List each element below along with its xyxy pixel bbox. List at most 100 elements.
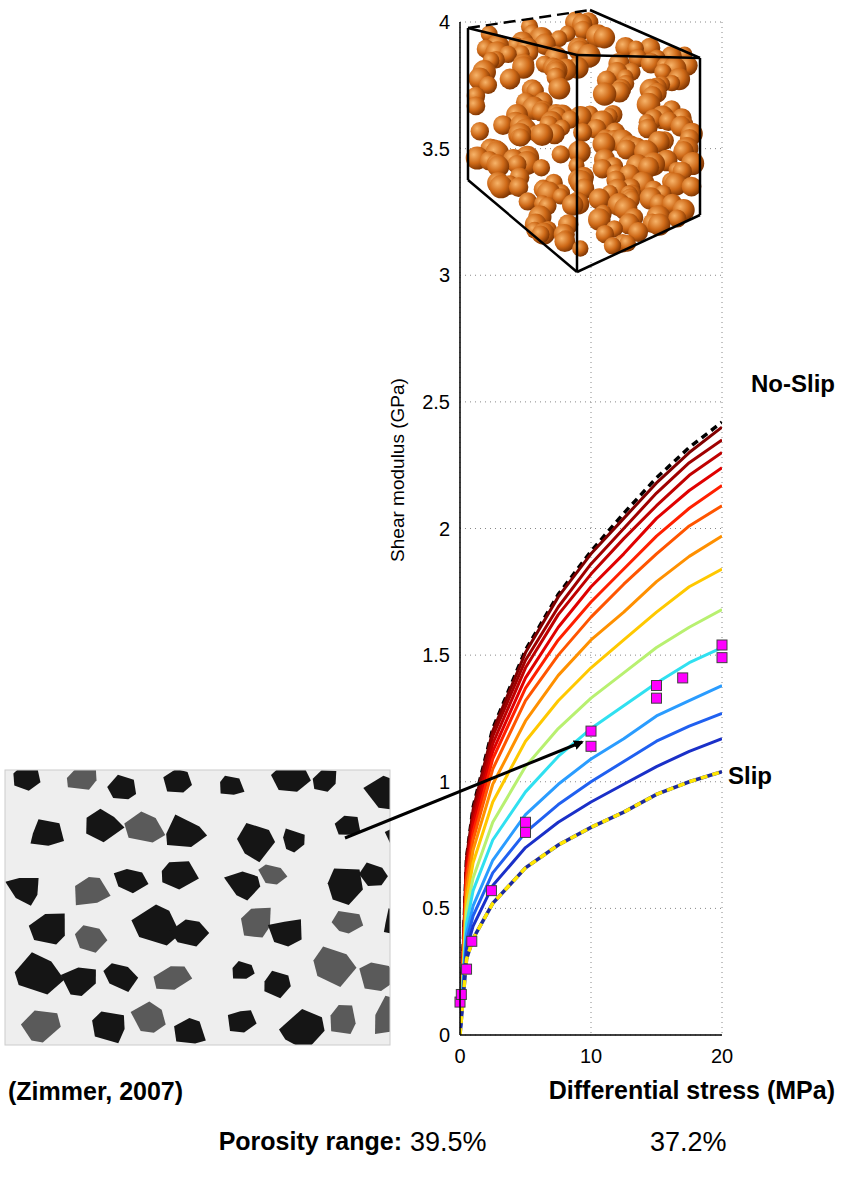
grain [21, 1011, 61, 1043]
grain [124, 811, 165, 842]
grain [67, 770, 97, 790]
cube-edge [467, 28, 470, 180]
grain [166, 815, 207, 848]
sphere [594, 27, 616, 49]
photo-frame [5, 770, 390, 1045]
cube-edge [699, 58, 702, 215]
annotation: 37.2% [650, 1127, 727, 1157]
x-axis-title: Differential stress (MPa) [549, 1076, 835, 1104]
grain [359, 963, 390, 992]
grain [233, 961, 255, 979]
series-line [460, 569, 722, 1035]
sphere [467, 97, 486, 116]
sphere [533, 223, 555, 245]
y-tick-label: 4 [439, 11, 450, 33]
series-line [460, 422, 722, 1035]
sphere [572, 240, 588, 256]
series-line [460, 440, 722, 1035]
y-tick-label: 1 [439, 771, 450, 793]
y-grid-line [460, 655, 722, 656]
cube-edge [468, 28, 577, 55]
x-grid-line [722, 22, 723, 1035]
series-line [460, 506, 722, 1035]
grain [224, 871, 260, 900]
series-line [460, 536, 722, 1035]
sphere [500, 69, 521, 90]
y-tick-label: 2 [439, 518, 450, 540]
grain [241, 908, 271, 938]
grain [359, 863, 388, 886]
grain [375, 996, 390, 1034]
cube-edge [577, 55, 700, 58]
grain [228, 1010, 257, 1032]
grain [258, 865, 287, 885]
grain [385, 825, 390, 851]
x-grid-line [460, 22, 461, 1035]
series-line [460, 772, 722, 1035]
data-point [652, 693, 662, 703]
y-grid-line [460, 908, 722, 909]
curve-label: Slip [728, 762, 772, 789]
y-axis-title: Shear modulus (GPa) [387, 378, 408, 562]
y-grid-line [460, 275, 722, 276]
grain [283, 829, 305, 853]
y-tick-label: 2.5 [422, 391, 450, 413]
grain [114, 869, 149, 893]
y-grid-line [460, 528, 722, 529]
y-axis-line [459, 22, 461, 1035]
grain [61, 968, 96, 996]
cube-edge [590, 10, 700, 58]
grain [264, 971, 290, 999]
points [455, 640, 727, 1007]
y-tick-label: 3 [439, 264, 450, 286]
y-grid-line [460, 1035, 722, 1036]
lines [460, 422, 722, 1035]
grain [271, 770, 311, 792]
cube-edge [576, 55, 579, 272]
sphere [512, 129, 530, 147]
grain [131, 904, 180, 945]
sphere [471, 122, 489, 140]
grain [162, 861, 199, 889]
grain [13, 770, 40, 791]
line-underlay [460, 772, 722, 1035]
grain [384, 908, 390, 935]
grain [220, 776, 244, 795]
sphere [682, 177, 702, 197]
sphere [593, 82, 616, 105]
cube-edge [468, 10, 590, 28]
data-point [678, 673, 688, 683]
sphere [554, 231, 575, 252]
data-point [586, 726, 596, 736]
grain [154, 966, 193, 990]
grain [103, 963, 138, 992]
photo-background [5, 770, 390, 1045]
x-tick-label: 10 [580, 1045, 602, 1067]
data-point [486, 886, 496, 896]
sphere [562, 194, 583, 215]
series-line [460, 427, 722, 1035]
arrow [345, 742, 582, 838]
series-line [460, 713, 722, 1035]
grain [237, 823, 275, 862]
grain [107, 775, 136, 800]
series-line [460, 739, 722, 1035]
annotation: Porosity range: [219, 1127, 402, 1155]
data-point [586, 741, 596, 751]
grain [170, 920, 209, 947]
grain [75, 925, 108, 953]
y-tick-label: 0 [439, 1024, 450, 1046]
series-line [460, 610, 722, 1035]
data-point [462, 964, 472, 974]
x-tick-label: 20 [711, 1045, 733, 1067]
grain [331, 1005, 356, 1034]
series-line [460, 648, 722, 1035]
grain [163, 770, 192, 793]
data-point [652, 681, 662, 691]
cube-edge [577, 215, 700, 272]
sphere-pack-inset [466, 10, 705, 272]
grain [328, 869, 363, 906]
cube-edge [468, 180, 577, 272]
x-axis-line [460, 1034, 722, 1036]
sphere [531, 124, 553, 146]
